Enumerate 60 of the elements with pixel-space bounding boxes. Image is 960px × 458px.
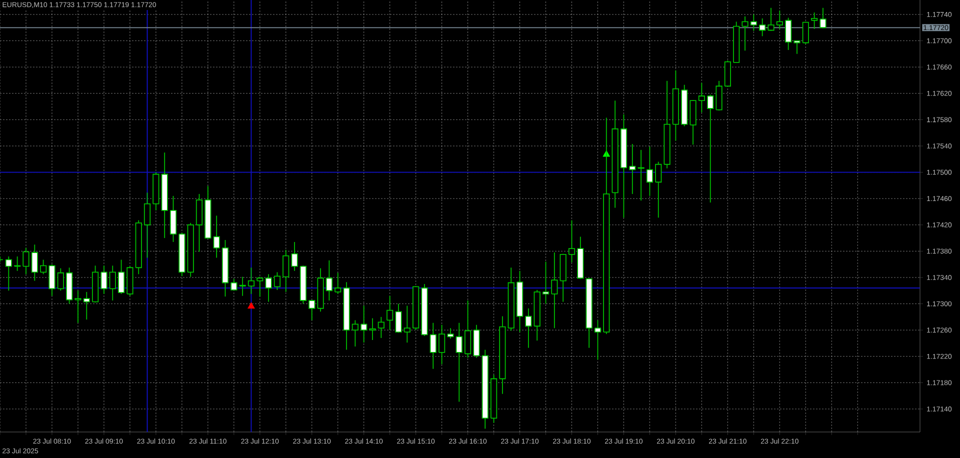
candlestick: [31, 244, 38, 282]
candlestick: [655, 161, 662, 218]
candlestick: [629, 144, 636, 194]
candlestick: [404, 305, 410, 344]
candlestick: [161, 152, 168, 238]
candlestick: [672, 70, 680, 142]
candlestick: [525, 308, 532, 348]
candlestick: [811, 12, 818, 30]
candlestick: [707, 94, 714, 203]
candlestick: [586, 278, 592, 348]
candlestick: [22, 247, 30, 275]
candlestick: [386, 295, 394, 331]
candlestick: [109, 265, 116, 301]
candlestick: [742, 16, 748, 52]
candlestick: [612, 100, 618, 208]
candlestick: [776, 10, 783, 30]
candlestick: [265, 274, 272, 302]
candlestick: [5, 256, 12, 292]
candlestick: [820, 7, 826, 28]
candlestick: [785, 17, 792, 50]
candlestick: [577, 236, 584, 279]
candlestick: [560, 254, 566, 302]
candlestick: [14, 256, 21, 272]
candlestick: [352, 320, 358, 347]
candlestick: [516, 270, 524, 333]
candlestick: [620, 114, 628, 218]
candlestick: [499, 316, 506, 394]
candlestick: [456, 322, 462, 402]
candlestick: [464, 300, 472, 358]
candlestick: [135, 220, 142, 275]
candlestick: [291, 242, 298, 272]
candlestick: [482, 349, 488, 430]
candlestick: [213, 215, 220, 258]
candlestick: [551, 252, 558, 329]
candlestick: [534, 290, 540, 342]
candlestick: [378, 316, 384, 338]
candlestick: [638, 149, 644, 201]
candlestick: [360, 305, 368, 344]
candlestick: [83, 291, 90, 320]
candlestick: [542, 261, 550, 304]
candlestick: [768, 7, 774, 31]
candlestick: [646, 146, 654, 196]
candlestick: [74, 290, 82, 324]
candlestick: [438, 324, 446, 365]
candlestick: [698, 82, 706, 113]
candlestick: [66, 267, 73, 304]
candlestick: [750, 14, 757, 32]
candlestick: [690, 100, 696, 146]
candlestick: [664, 80, 670, 169]
candlestick: [100, 265, 108, 294]
candlestick: [239, 276, 246, 296]
candlestick: [326, 260, 333, 301]
candlestick: [308, 300, 316, 321]
candlestick: [759, 18, 766, 37]
candlestick: [343, 282, 350, 350]
candlestick: [144, 192, 151, 258]
candlestick: [430, 322, 436, 370]
candlestick: [369, 318, 376, 340]
candlestick: [187, 222, 194, 278]
candlestick: [282, 249, 290, 292]
